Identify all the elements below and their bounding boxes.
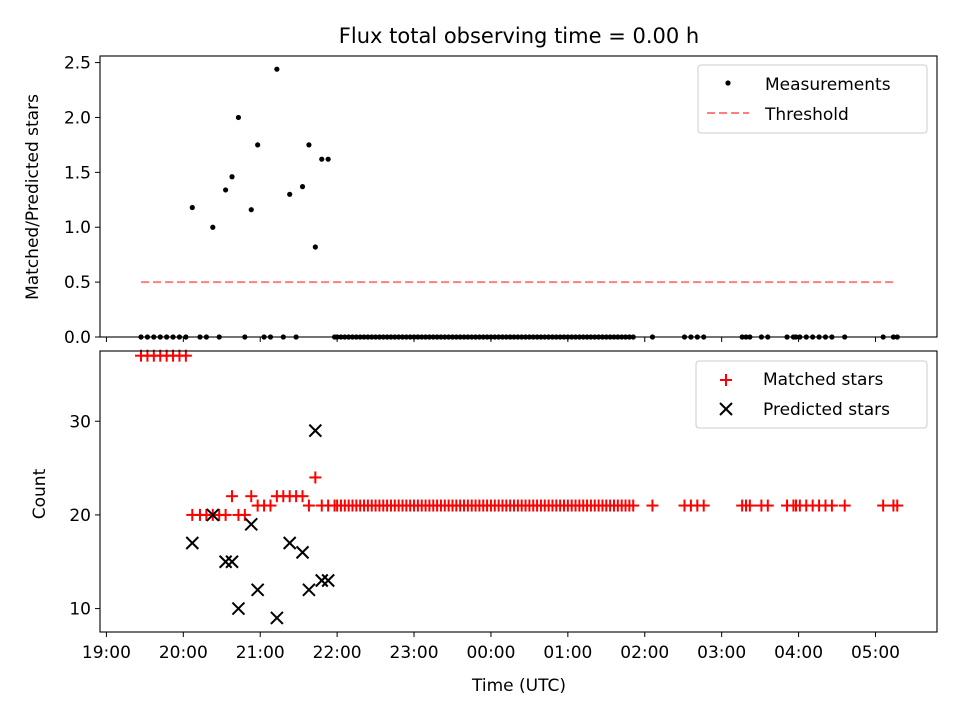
top-y-ticks: 0.0 0.5 1.0 1.5 2.0 2.5 [64,54,100,348]
measurement-point [312,244,318,250]
matched-star-point [877,499,890,512]
matched-star-point [179,349,192,362]
matched-star-point [627,499,640,512]
measurement-point [223,187,229,193]
top-y-tick-label: 0.0 [64,328,91,348]
x-tick-label: 05:00 [851,643,900,663]
matched-star-point [646,499,659,512]
top-legend: Measurements Threshold [697,64,928,134]
matched-star-point [309,471,322,484]
predicted-star-point [321,573,335,588]
predicted-star-point [185,536,199,550]
predicted-star-point [302,583,316,597]
x-tick-label: 19:00 [82,643,131,663]
top-panel: 0.0 0.5 1.0 1.5 2.0 2.5 Matched/Predicted sta… [23,54,938,348]
matched-star-point [697,499,710,512]
predicted-star-point [225,555,239,569]
bottom-y-tick-label: 20 [69,506,91,526]
x-tick-label: 00:00 [466,643,515,663]
matched-star-point [264,499,277,512]
predicted-star-point [250,583,265,597]
predicted-star-point [282,536,297,550]
x-tick-label: 01:00 [543,643,592,663]
legend-measurements-label: Measurements [765,75,891,95]
legend-predicted-label: Predicted stars [763,400,890,420]
predicted-star-point [231,601,246,616]
bottom-plot-frame [99,350,938,633]
measurement-point [210,224,216,230]
measurement-point [189,204,195,211]
measurement-point [325,156,331,162]
bottom-panel: 10 20 30 19:00 20:00 21:00 22:00 23:00 00:00 01:… [30,349,938,696]
top-y-axis-label: Matched/Predicted stars [23,94,43,300]
top-legend-box [697,64,928,134]
bottom-y-tick-label: 30 [69,412,91,432]
matched-star-point [891,499,904,512]
top-y-tick-label: 2.0 [64,108,91,128]
matched-star-point [226,490,239,503]
measurement-point [229,174,235,180]
x-tick-label: 04:00 [774,643,823,663]
legend-measurements-marker [725,80,731,86]
x-axis-label: Time (UTC) [471,676,566,696]
legend-predicted-marker [719,402,733,416]
matched-star-point [296,490,309,503]
bottom-y-tick-label: 10 [69,600,91,620]
top-y-tick-label: 0.5 [64,273,91,293]
predicted-star-point [315,573,329,588]
matched-star-point [825,499,838,512]
legend-threshold-label: Threshold [764,105,849,125]
measurement-point [306,142,312,148]
predicted-star-point [295,545,310,560]
measurement-point [255,142,261,148]
x-tick-label: 02:00 [620,643,669,663]
measurement-point [287,191,293,197]
matched-star-point [838,499,851,512]
predicted-star-point [218,555,233,569]
matched-star-point [761,499,774,512]
matched-star-point [219,508,232,521]
bottom-x-ticks: 19:00 20:00 21:00 22:00 23:00 00:00 01:00 02:00… [82,632,900,663]
top-y-tick-label: 1.5 [64,163,91,183]
predicted-star-point [270,611,284,625]
bottom-legend-box [695,360,928,429]
matched-star-point [302,499,315,512]
top-y-tick-label: 1.0 [64,218,91,238]
measurement-point [248,207,254,213]
measurement-point [235,114,242,121]
figure-title: Flux total observing time = 0.00 h [339,24,699,48]
predicted-star-point [206,508,220,522]
measurement-point [299,184,306,190]
legend-matched-label: Matched stars [763,370,883,390]
top-plot-frame [99,55,938,338]
x-tick-label: 21:00 [236,643,285,663]
top-y-tick-label: 2.5 [64,54,91,74]
bottom-y-ticks: 10 20 30 [69,412,100,620]
measurement-point [274,66,280,72]
measurement-point [319,156,325,162]
predicted-stars-points [185,423,335,625]
matched-stars-points [135,349,904,521]
predicted-star-point [244,517,258,531]
x-tick-label: 03:00 [697,643,746,663]
x-tick-label: 23:00 [390,643,439,663]
matched-star-point [245,490,258,503]
matched-star-point [743,499,756,512]
x-tick-label: 20:00 [159,643,208,663]
legend-matched-marker [720,374,732,386]
bottom-y-axis-label: Count [30,468,50,519]
predicted-star-point [308,423,323,438]
x-tick-label: 22:00 [313,643,362,663]
bottom-legend: Matched stars Predicted stars [695,360,928,429]
